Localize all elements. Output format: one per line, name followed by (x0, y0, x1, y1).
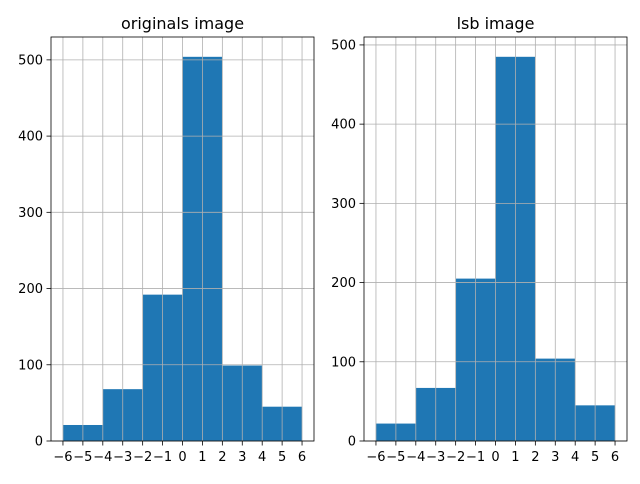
subplot-originals: −6 −5 −4 −3 −2 −1 0 1 2 3 4 5 60100200300400500origi… (18, 14, 315, 465)
y-tick-label: 400 (18, 130, 43, 145)
y-tick-label: 0 (35, 435, 43, 450)
y-tick-label: 300 (18, 206, 43, 221)
y-tick-label: 500 (331, 38, 356, 53)
y-tick-label: 400 (331, 118, 356, 133)
x-tick-label: 5 (591, 450, 599, 465)
x-tick-label: −3 (113, 450, 132, 465)
x-tick-label: −6 (366, 450, 385, 465)
x-tick-label: 1 (198, 450, 206, 465)
x-tick-label: −3 (426, 450, 445, 465)
x-tick-label: −4 (406, 450, 425, 465)
x-tick-label: −5 (386, 450, 405, 465)
x-tick-label: 3 (238, 450, 246, 465)
x-tick-label: 4 (258, 450, 266, 465)
x-tick-label: 3 (551, 450, 559, 465)
x-tick-label: −5 (73, 450, 92, 465)
y-tick-label: 100 (18, 358, 43, 373)
x-tick-label: 6 (611, 450, 619, 465)
y-tick-label: 200 (331, 276, 356, 291)
chart-title: originals image (121, 14, 244, 33)
x-tick-label: −1 (466, 450, 485, 465)
x-tick-label: 1 (511, 450, 519, 465)
x-tick-label: −6 (53, 450, 72, 465)
x-tick-label: −1 (153, 450, 172, 465)
chart-title: lsb image (457, 14, 535, 33)
x-tick-label: 2 (531, 450, 539, 465)
x-tick-label: 6 (298, 450, 306, 465)
y-tick-label: 0 (348, 435, 356, 450)
x-tick-label: 4 (571, 450, 579, 465)
x-tick-label: −4 (93, 450, 112, 465)
y-tick-label: 300 (331, 197, 356, 212)
x-tick-label: 5 (278, 450, 286, 465)
y-tick-label: 500 (18, 53, 43, 68)
x-tick-label: 2 (218, 450, 226, 465)
x-tick-label: −2 (133, 450, 152, 465)
y-tick-label: 100 (331, 355, 356, 370)
x-tick-label: 0 (491, 450, 499, 465)
x-tick-label: 0 (178, 450, 186, 465)
y-tick-label: 200 (18, 282, 43, 297)
x-tick-label: −2 (446, 450, 465, 465)
